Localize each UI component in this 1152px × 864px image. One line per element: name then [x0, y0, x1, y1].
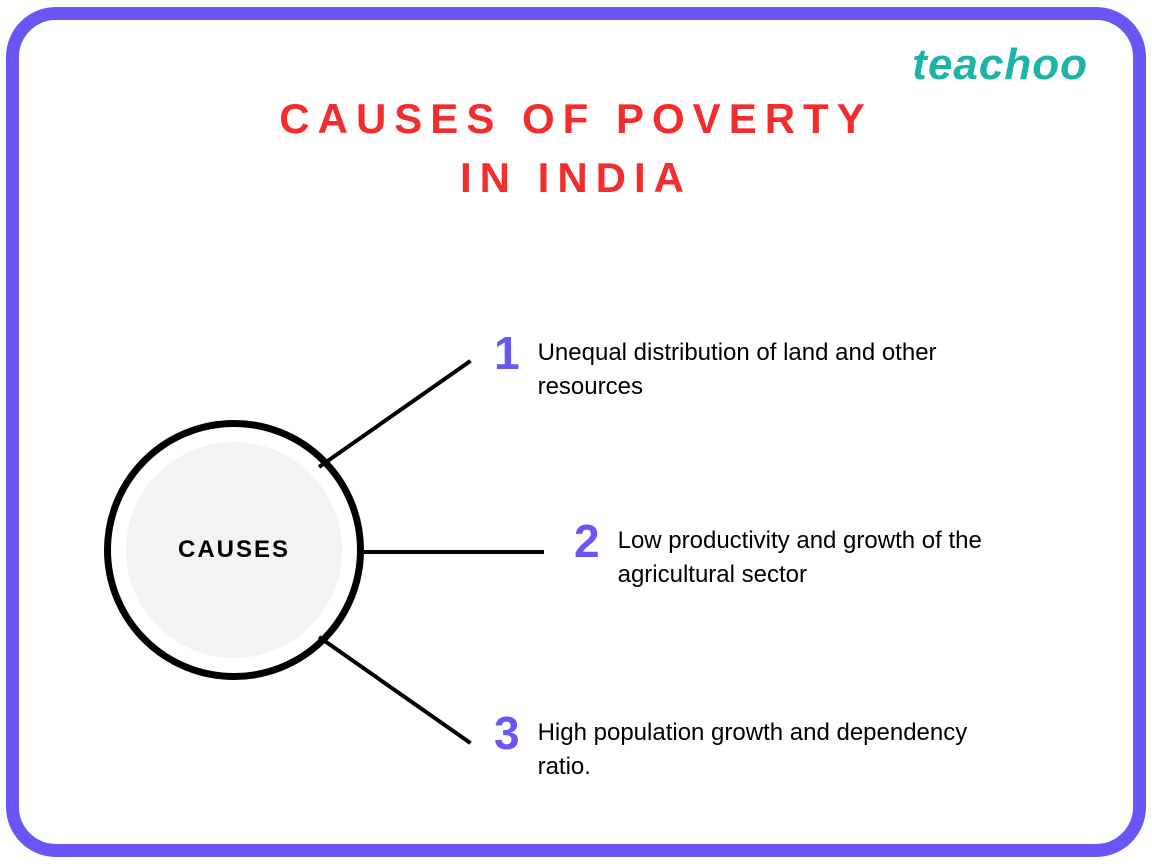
infographic-frame: teachoo CAUSES OF POVERTY IN INDIA CAUSE… [6, 7, 1146, 857]
connector-line-3 [318, 635, 472, 744]
cause-item-1: 1 Unequal distribution of land and other… [494, 330, 978, 403]
cause-number-2: 2 [574, 518, 600, 564]
center-node-label: CAUSES [178, 536, 290, 564]
main-title: CAUSES OF POVERTY IN INDIA [19, 90, 1133, 208]
connector-line-2 [364, 550, 544, 554]
title-line-2: IN INDIA [460, 154, 692, 201]
cause-text-3: High population growth and dependency ra… [538, 710, 978, 783]
brand-logo: teachoo [912, 40, 1088, 90]
cause-number-3: 3 [494, 710, 520, 756]
title-line-1: CAUSES OF POVERTY [279, 95, 872, 142]
cause-number-1: 1 [494, 330, 520, 376]
cause-text-2: Low productivity and growth of the agric… [618, 518, 1058, 591]
causes-diagram: CAUSES 1 Unequal distribution of land an… [19, 300, 1133, 800]
cause-item-2: 2 Low productivity and growth of the agr… [574, 518, 1058, 591]
cause-text-1: Unequal distribution of land and other r… [538, 330, 978, 403]
center-node: CAUSES [126, 442, 342, 658]
cause-item-3: 3 High population growth and dependency … [494, 710, 978, 783]
connector-line-1 [318, 359, 472, 468]
